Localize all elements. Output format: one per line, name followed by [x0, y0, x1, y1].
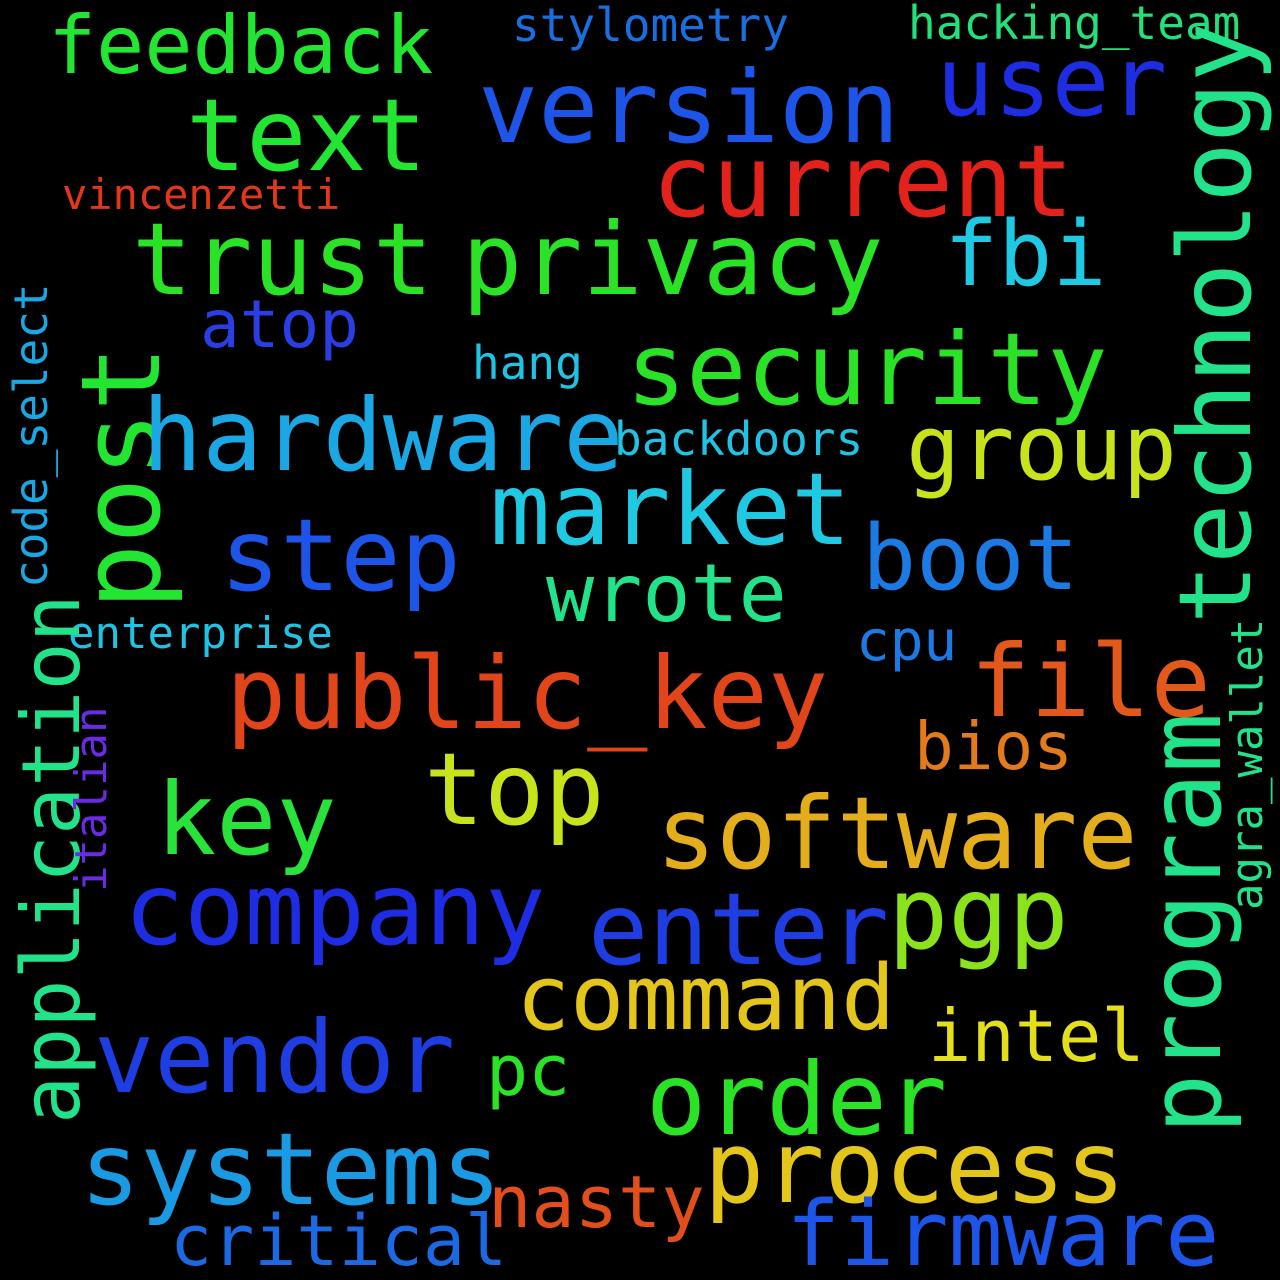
word-bios: bios [914, 708, 1073, 785]
word-user: user [936, 26, 1168, 138]
word-nasty: nasty [488, 1160, 705, 1244]
word-software: software [656, 775, 1138, 892]
word-company: company [124, 851, 546, 968]
word-enterprise: enterprise [68, 608, 333, 659]
word-vincenzetti: vincenzetti [62, 170, 341, 219]
word-order: order [646, 1041, 948, 1158]
word-enter: enter [588, 871, 890, 988]
word-intel: intel [928, 994, 1145, 1078]
word-vendor: vendor [94, 999, 456, 1116]
word-atop: atop [200, 286, 359, 363]
word-feedback: feedback [48, 0, 434, 92]
word-security: security [626, 311, 1108, 428]
word-process: process [704, 1109, 1126, 1226]
word-cpu: cpu [856, 609, 958, 674]
word-group: group [906, 396, 1177, 501]
word-hardware: hardware [142, 377, 624, 494]
word-public-key: public_key [226, 635, 829, 752]
word-stylometry: stylometry [512, 0, 789, 52]
word-current: current [652, 123, 1074, 240]
word-technology: technology [1157, 21, 1274, 624]
word-market: market [490, 451, 852, 568]
word-fbi: fbi [944, 202, 1107, 307]
word-firmware: firmware [786, 1182, 1220, 1280]
word-top: top [424, 731, 605, 848]
word-code-select: code_select [4, 283, 58, 588]
word-pc: pc [486, 1030, 571, 1112]
word-step: step [220, 497, 461, 614]
word-key: key [156, 761, 337, 878]
word-italian: italian [66, 706, 117, 892]
word-privacy: privacy [462, 201, 884, 318]
word-pgp: pgp [888, 855, 1069, 972]
word-hang: hang [472, 336, 583, 390]
word-backdoors: backdoors [614, 412, 864, 466]
word-program: program [1127, 712, 1244, 1134]
word-boot: boot [862, 506, 1079, 611]
word-wrote: wrote [546, 547, 787, 640]
word-version: version [478, 49, 900, 166]
word-critical: critical [170, 1200, 508, 1280]
word-text: text [186, 77, 427, 194]
word-command: command [516, 946, 896, 1051]
word-file: file [970, 623, 1211, 740]
word-systems: systems [80, 1111, 502, 1228]
word-trust: trust [132, 201, 434, 318]
word-hacking-team: hacking_team [908, 0, 1241, 50]
